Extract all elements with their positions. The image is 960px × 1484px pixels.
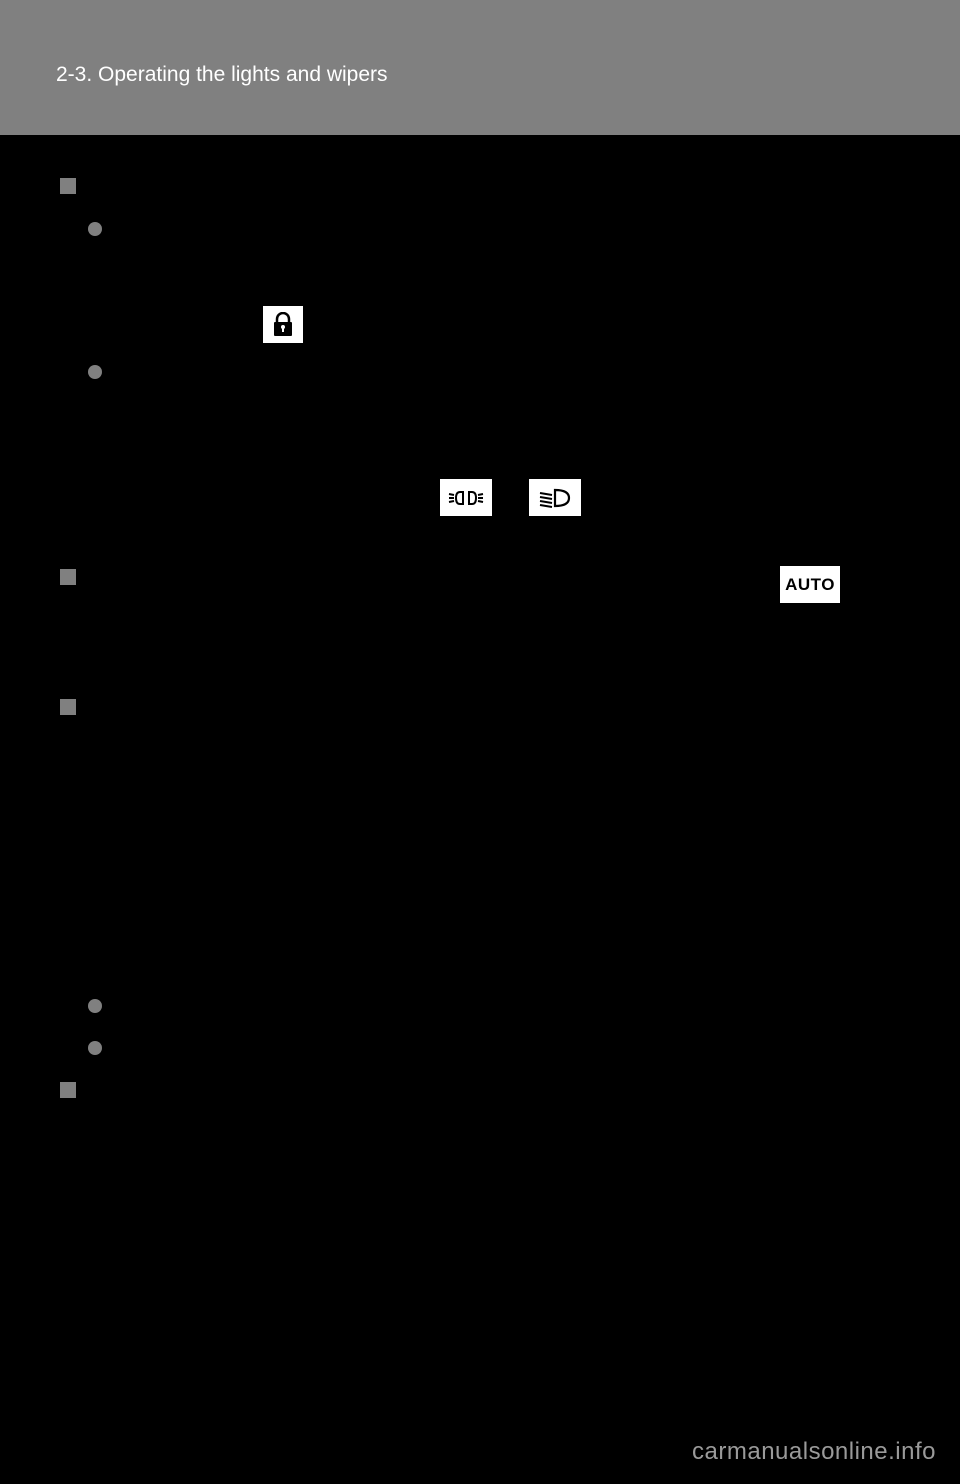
auto-icon: AUTO <box>780 566 840 603</box>
icon-row-lock: placeholder <box>116 306 900 343</box>
square-bullet-icon <box>60 1082 76 1098</box>
circle-bullet-icon <box>88 222 102 236</box>
section-3 <box>60 696 900 1055</box>
page-content: placeholder <box>0 135 960 1098</box>
page-header: 2-3. Operating the lights and wipers <box>0 0 960 135</box>
section-2: text AUTO <box>60 566 900 606</box>
square-bullet-icon <box>60 699 76 715</box>
icon-row-lights <box>116 479 900 516</box>
section-4 <box>60 1079 900 1098</box>
circle-bullet-icon <box>88 365 102 379</box>
lowbeam-icon <box>529 479 581 516</box>
sub-item-1b <box>88 361 900 379</box>
section-1: placeholder <box>60 175 900 516</box>
watermark: carmanualsonline.info <box>692 1438 936 1466</box>
section-2-header: text AUTO <box>60 566 900 606</box>
breadcrumb: 2-3. Operating the lights and wipers <box>56 63 960 87</box>
circle-bullet-icon <box>88 1041 102 1055</box>
lock-icon <box>263 306 303 343</box>
sidelight-icon <box>440 479 492 516</box>
section-1-header <box>60 175 900 194</box>
section-2-title: text AUTO <box>84 566 900 606</box>
sub-item-3b <box>88 1037 900 1055</box>
square-bullet-icon <box>60 178 76 194</box>
sub-item-1a <box>88 218 900 236</box>
circle-bullet-icon <box>88 999 102 1013</box>
section-3-header <box>60 696 900 715</box>
sub-item-3a <box>88 995 900 1013</box>
square-bullet-icon <box>60 569 76 585</box>
section-4-header <box>60 1079 900 1098</box>
